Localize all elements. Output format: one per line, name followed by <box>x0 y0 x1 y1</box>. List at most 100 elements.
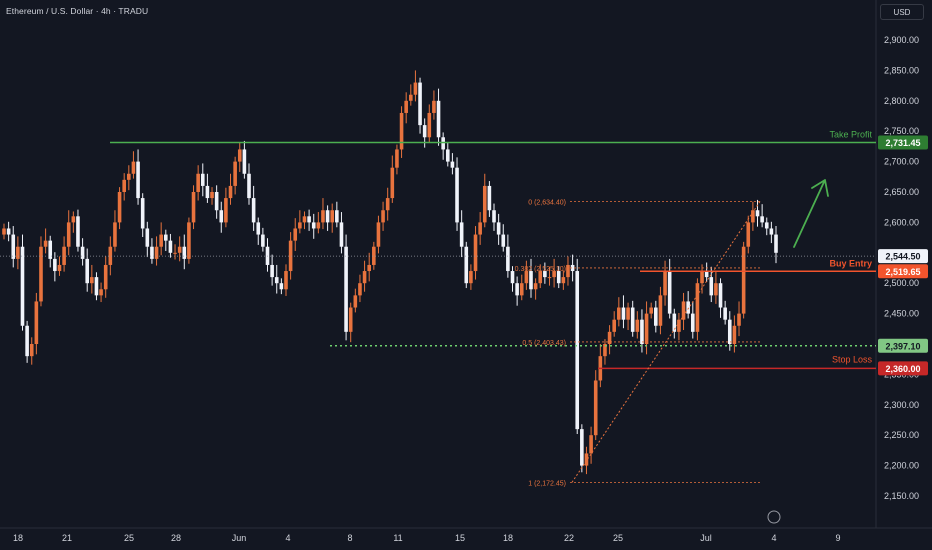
candle <box>159 234 163 247</box>
price-tick-label: 2,600.00 <box>884 217 919 227</box>
time-tick-label: 21 <box>62 533 72 543</box>
candle <box>122 179 126 192</box>
candle <box>621 307 626 320</box>
candle <box>612 319 617 332</box>
candle <box>48 240 53 259</box>
candle <box>644 313 649 344</box>
price-tick-label: 2,200.00 <box>884 461 919 471</box>
time-tick-label: 22 <box>564 533 574 543</box>
price-tick-label: 2,250.00 <box>884 430 919 440</box>
candle <box>330 210 335 223</box>
candle <box>575 271 580 430</box>
candle <box>681 301 686 320</box>
candle <box>127 173 131 180</box>
symbol-header[interactable]: Ethereum / U.S. Dollar · 4h · TRADU <box>6 6 149 16</box>
candle <box>603 344 607 357</box>
candle <box>325 210 330 223</box>
currency-button[interactable]: USD <box>880 4 924 20</box>
time-tick-label: 9 <box>835 533 840 543</box>
candle <box>99 289 103 296</box>
candle <box>53 258 57 272</box>
candle <box>43 240 48 247</box>
candle <box>543 271 547 278</box>
take-profit-price-tag: 2,731.45 <box>885 138 920 148</box>
candle <box>732 325 737 344</box>
candle <box>727 319 732 344</box>
candle <box>501 234 506 247</box>
candle <box>353 295 358 308</box>
time-tick-label: 15 <box>455 533 465 543</box>
candle <box>686 301 690 314</box>
candle <box>71 216 76 223</box>
time-tick-label: Jun <box>232 533 247 543</box>
price-tick-label: 2,850.00 <box>884 65 919 75</box>
candle <box>335 210 339 223</box>
time-tick-label: 4 <box>285 533 290 543</box>
candle <box>561 277 566 284</box>
candle <box>441 137 445 150</box>
candle <box>580 429 584 466</box>
candle <box>344 246 348 332</box>
fib-level-label: 1 (2,172.45) <box>528 480 566 487</box>
candle <box>376 222 381 247</box>
candle <box>20 246 25 326</box>
candle <box>279 283 284 290</box>
candle <box>76 216 80 247</box>
fib-level-label: 0.5 (2,403.43) <box>522 340 566 347</box>
candle <box>11 234 16 259</box>
candle <box>34 301 39 344</box>
candle <box>117 192 122 223</box>
candle <box>741 246 746 314</box>
candle <box>764 222 769 229</box>
price-tick-label: 2,450.00 <box>884 309 919 319</box>
candle <box>677 319 681 332</box>
candle <box>547 277 552 279</box>
price-tick-label: 2,700.00 <box>884 157 919 167</box>
candle <box>769 228 774 235</box>
candle <box>85 258 90 284</box>
candle <box>94 277 99 296</box>
time-tick-label: 28 <box>171 533 181 543</box>
stop-loss-label: Stop Loss <box>832 354 873 364</box>
candle <box>422 125 427 138</box>
candle <box>714 283 718 296</box>
candle <box>723 307 727 320</box>
time-tick-label: 8 <box>347 533 352 543</box>
candle <box>459 222 464 247</box>
candle <box>348 307 353 332</box>
candle <box>274 277 279 284</box>
candle <box>473 234 478 272</box>
candle <box>311 222 316 229</box>
candle <box>737 313 741 326</box>
candle <box>395 149 399 168</box>
candle <box>399 112 404 150</box>
take-profit-price-tag-bg <box>878 135 928 150</box>
replay-icon[interactable] <box>767 510 781 524</box>
candle <box>150 246 154 259</box>
current-price-tag: 2,544.50 <box>885 252 920 262</box>
candle <box>450 161 455 168</box>
candle <box>672 313 677 332</box>
price-tick-label: 2,500.00 <box>884 278 919 288</box>
candle <box>103 264 108 290</box>
candle <box>358 283 362 296</box>
candle <box>214 192 219 211</box>
fib-trend-line[interactable] <box>571 201 761 483</box>
candle <box>593 380 598 436</box>
time-tick-label: 18 <box>13 533 23 543</box>
candle <box>256 222 261 235</box>
support-price-tag-bg <box>878 338 928 353</box>
price-tick-label: 2,150.00 <box>884 491 919 501</box>
time-tick-label: 11 <box>393 533 402 543</box>
candle <box>649 307 653 314</box>
candle <box>496 222 501 235</box>
candle <box>445 149 450 162</box>
candle <box>108 246 113 265</box>
candle <box>515 283 519 296</box>
candle <box>404 100 408 113</box>
time-tick-label: 18 <box>503 533 513 543</box>
candle <box>390 167 395 199</box>
candle <box>658 295 663 326</box>
